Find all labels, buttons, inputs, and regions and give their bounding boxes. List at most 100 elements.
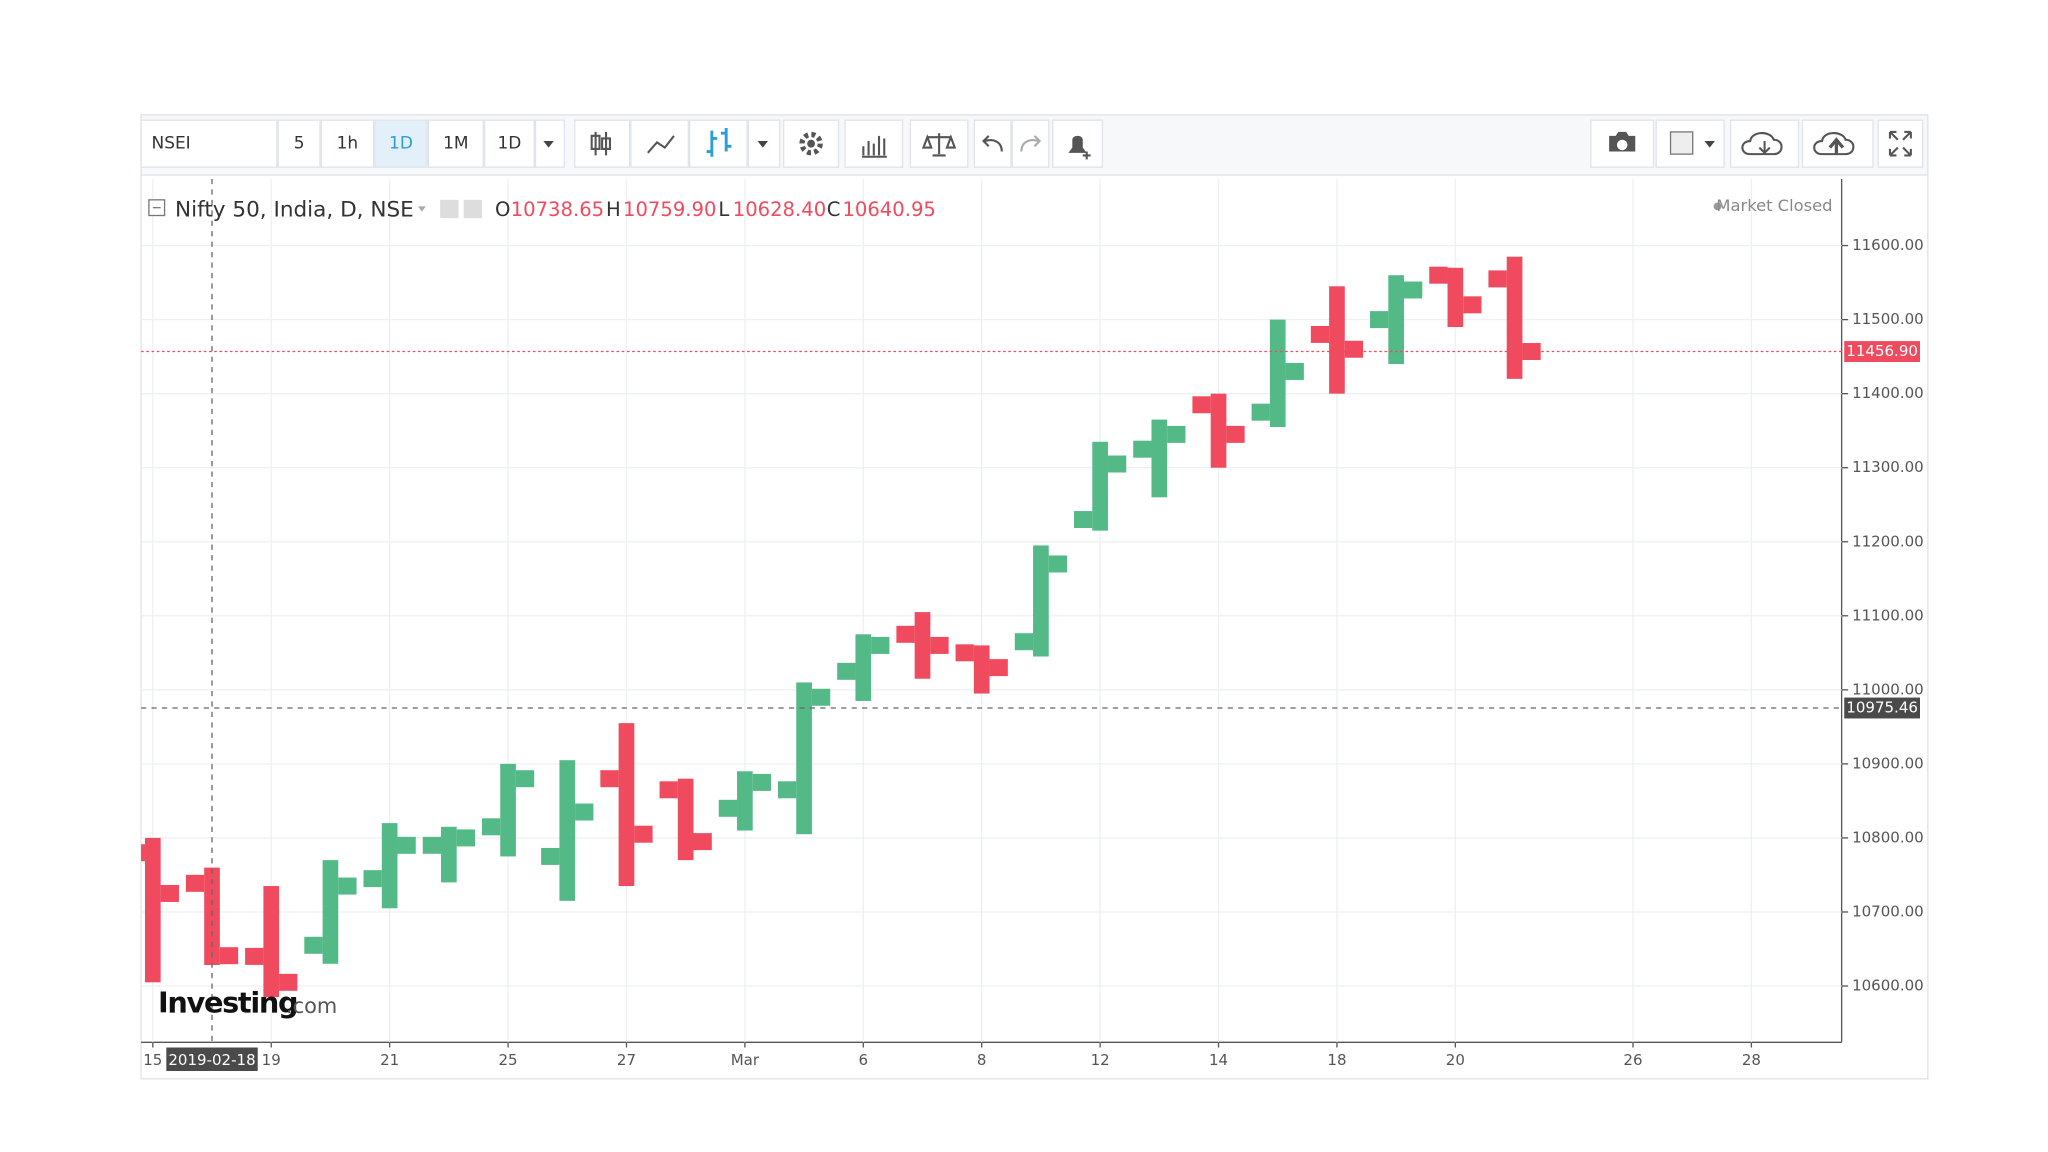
bar-close (1048, 555, 1068, 573)
legend-h-label: H (606, 198, 621, 221)
candles-icon (590, 131, 612, 156)
bar-range (1388, 275, 1404, 365)
bar-close (871, 636, 890, 654)
x-tick-label: 14 (1209, 1051, 1228, 1069)
bar-range (1269, 319, 1286, 427)
legend-icon[interactable] (463, 199, 482, 219)
fullscreen-button[interactable] (1877, 119, 1924, 168)
bar-range (1033, 545, 1049, 657)
bar-range (1210, 393, 1227, 468)
interval-label[interactable]: 1D (497, 134, 521, 154)
bar-open (1014, 633, 1034, 651)
bar-open (1488, 270, 1507, 288)
x-tick-label: 18 (1327, 1051, 1346, 1069)
bars-button[interactable] (688, 119, 748, 168)
bars (141, 256, 1541, 998)
bar-range (973, 645, 990, 694)
bar-close (989, 659, 1008, 677)
y-tick-label: 11200.00 (1852, 532, 1924, 550)
redo-button[interactable] (1011, 119, 1050, 168)
bar-open (1073, 511, 1093, 529)
legend-open: 10738.65 (511, 198, 604, 221)
x-tick-label: 27 (617, 1051, 636, 1069)
bar-close (397, 836, 416, 854)
legend-icon[interactable] (440, 199, 459, 219)
bar-range (1151, 419, 1168, 498)
interval-label[interactable]: 1M (443, 134, 468, 154)
redo-icon (1020, 135, 1042, 152)
x-tick-label: 28 (1742, 1051, 1761, 1069)
bar-range (500, 763, 516, 857)
y-tick-label: 11600.00 (1852, 236, 1924, 254)
bar-open (541, 847, 560, 865)
bar-open (896, 625, 915, 643)
bar-open (304, 936, 323, 954)
x-tick-label: 6 (859, 1051, 869, 1069)
legend-o-label: O (495, 198, 510, 221)
bar-open (1251, 403, 1270, 421)
bar-close (634, 825, 653, 843)
bar-range (914, 612, 931, 679)
status-dot (1713, 202, 1722, 211)
indicators-icon (862, 135, 887, 158)
y-tick-label: 10900.00 (1852, 754, 1924, 772)
bar-close (930, 636, 949, 654)
bar-open (185, 874, 205, 892)
bar-range (737, 771, 753, 831)
y-tick-label: 11100.00 (1852, 606, 1924, 624)
legend-high: 10759.90 (623, 198, 716, 221)
bar-range (855, 634, 872, 701)
crosshair-x-label: 2019-02-18 (168, 1051, 255, 1069)
watermark: Investing .com (158, 985, 337, 1019)
interval-button-active[interactable] (374, 119, 428, 168)
price-label-box (1844, 341, 1920, 362)
interval-button[interactable] (483, 119, 535, 168)
bar-close (160, 884, 179, 902)
bar-close (456, 829, 475, 847)
symbol-box[interactable] (140, 119, 278, 168)
bar-open (481, 818, 501, 836)
bar-range (263, 886, 280, 998)
legend-title: Nifty 50, India, D, NSE (175, 197, 414, 222)
bar-range (1506, 256, 1523, 379)
undo-button[interactable] (973, 119, 1012, 168)
interval-label[interactable]: 5 (294, 134, 305, 154)
market-status: Market Closed (1716, 196, 1832, 215)
y-tick-label: 11300.00 (1852, 458, 1924, 476)
camera-lens (1616, 139, 1628, 151)
overlay: 11456.90 10975.46 2019-02-18 (141, 178, 1920, 1072)
legend-dropdown[interactable] (417, 206, 426, 212)
indicators-button[interactable] (844, 119, 904, 168)
watermark-suffix: .com (286, 994, 337, 1018)
bar-close (693, 833, 712, 851)
bar-close (752, 773, 772, 791)
interval-button[interactable] (320, 119, 375, 168)
bar-open (659, 781, 678, 799)
bar-open (600, 770, 619, 788)
toolbar-left: NSEI 5 1h 1D 1M 1D (140, 119, 1104, 168)
cloud-upload-icon (1813, 132, 1855, 156)
y-tick-label: 10600.00 (1852, 977, 1924, 995)
bar-open (777, 781, 797, 799)
x-tick-label: 20 (1446, 1051, 1465, 1069)
x-tick-label: 21 (380, 1051, 399, 1069)
interval-label[interactable]: 1D (389, 134, 413, 154)
x-tick-label: 8 (977, 1051, 987, 1069)
interval-button[interactable] (277, 119, 321, 168)
interval-label[interactable]: 1h (337, 134, 359, 154)
toolbar-right (1590, 119, 1924, 168)
bar-close (575, 803, 594, 821)
x-tick-label: 19 (262, 1051, 281, 1069)
bar-close (1167, 425, 1186, 443)
legend-close: 10640.95 (842, 198, 935, 221)
y-tick-label: 11000.00 (1852, 680, 1924, 698)
bar-open (837, 662, 856, 680)
bar-range (618, 723, 635, 887)
x-tick-label: 15 (143, 1051, 162, 1069)
symbol[interactable]: NSEI (152, 134, 191, 154)
bar-close (1285, 362, 1304, 380)
interval-button[interactable] (427, 119, 484, 168)
bar-range (322, 860, 339, 964)
